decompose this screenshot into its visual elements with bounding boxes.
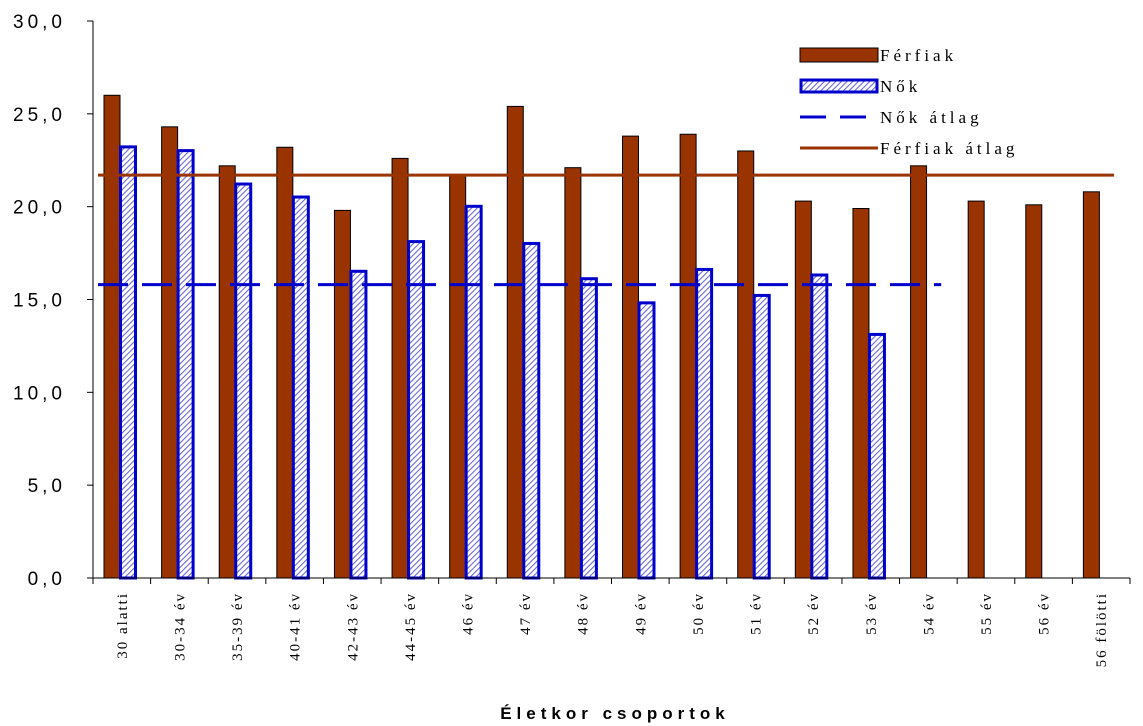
legend-label: Férfiak átlag xyxy=(880,139,1018,158)
axes-layer: 30 alatti 30-34 év 35-39 év 40-41 év 42-43 é… xyxy=(13,12,1131,667)
x-tick-label: 52 év xyxy=(806,592,822,635)
bar-ferfiak-10 xyxy=(679,133,697,579)
x-tick-label: 53 év xyxy=(864,592,880,635)
legend-swatch-ferfiak xyxy=(799,47,879,63)
x-tick-label: 48 év xyxy=(576,592,592,635)
x-tick-label: 47 év xyxy=(518,592,534,635)
bar-nok-5 xyxy=(407,240,426,580)
bar-nok-4 xyxy=(349,269,368,580)
y-tick-label: 5,0 xyxy=(28,476,66,497)
legend-label: Férfiak xyxy=(880,46,957,65)
bar-nok-1 xyxy=(176,149,195,580)
legend-label: Nők átlag xyxy=(880,108,983,127)
bar-nok-0 xyxy=(119,145,137,580)
x-tick-label: 56 fölötti xyxy=(1094,592,1110,667)
bar-nok-9 xyxy=(637,301,656,580)
bar-nok-2 xyxy=(234,182,253,580)
bar-ferfiak-16 xyxy=(1025,204,1043,579)
x-tick-label: 35-39 év xyxy=(230,592,246,661)
bar-nok-10 xyxy=(695,267,714,580)
bar-nok-12 xyxy=(810,273,829,580)
x-tick-label: 40-41 év xyxy=(288,592,304,661)
bar-ferfiak-11 xyxy=(737,150,755,579)
bar-nok-6 xyxy=(464,204,483,580)
y-tick-label: 0,0 xyxy=(28,569,66,590)
bar-nok-8 xyxy=(579,277,598,580)
x-tick-label: 49 év xyxy=(633,592,649,635)
bar-ferfiak-17 xyxy=(1082,191,1100,579)
x-tick-label: 56 év xyxy=(1037,592,1053,635)
bar-nok-7 xyxy=(522,241,541,580)
legend-swatch-nok xyxy=(799,78,879,94)
bar-ferfiak-7 xyxy=(506,105,524,579)
x-tick-label: 50 év xyxy=(691,592,707,635)
x-tick-label: 30 alatti xyxy=(115,592,131,659)
y-tick-label: 10,0 xyxy=(13,383,66,404)
legend: Férfiak Nők Nők átlag Férfiak átlag xyxy=(799,46,1018,158)
bar-ferfiak-8 xyxy=(564,167,582,579)
bar-ferfiak-14 xyxy=(910,165,928,579)
bar-nok-11 xyxy=(752,293,771,580)
x-tick-label: 42-43 év xyxy=(345,592,361,661)
bars-layer xyxy=(103,94,1100,580)
average-lines-layer xyxy=(98,173,1114,287)
bar-nok-13 xyxy=(867,332,886,580)
bar-ferfiak-4 xyxy=(333,209,351,579)
bar-ferfiak-9 xyxy=(622,135,639,579)
y-tick-label: 25,0 xyxy=(13,105,66,126)
bar-ferfiak-1 xyxy=(161,126,179,579)
x-tick-label: 54 év xyxy=(921,592,937,635)
bar-ferfiak-13 xyxy=(852,208,870,579)
x-tick-label: 46 év xyxy=(460,592,476,635)
bar-ferfiak-3 xyxy=(276,146,294,579)
legend-label: Nők xyxy=(880,77,921,96)
y-tick-label: 15,0 xyxy=(13,291,66,312)
bar-ferfiak-15 xyxy=(967,200,985,579)
x-tick-label: 51 év xyxy=(749,592,765,635)
y-tick-label: 20,0 xyxy=(13,198,66,219)
x-axis-title: Életkor csoportok xyxy=(500,704,730,723)
bar-nok-3 xyxy=(291,195,310,580)
x-tick-label: 30-34 év xyxy=(172,592,188,661)
x-tick-label: 44-45 év xyxy=(403,592,419,661)
x-tick-label: 55 év xyxy=(979,592,995,635)
bar-ferfiak-5 xyxy=(391,157,409,579)
bar-ferfiak-0 xyxy=(103,94,121,579)
bar-ferfiak-6 xyxy=(449,174,467,579)
bar-ferfiak-12 xyxy=(794,200,812,579)
y-tick-label: 30,0 xyxy=(13,12,66,33)
bar-ferfiak-2 xyxy=(218,165,236,579)
